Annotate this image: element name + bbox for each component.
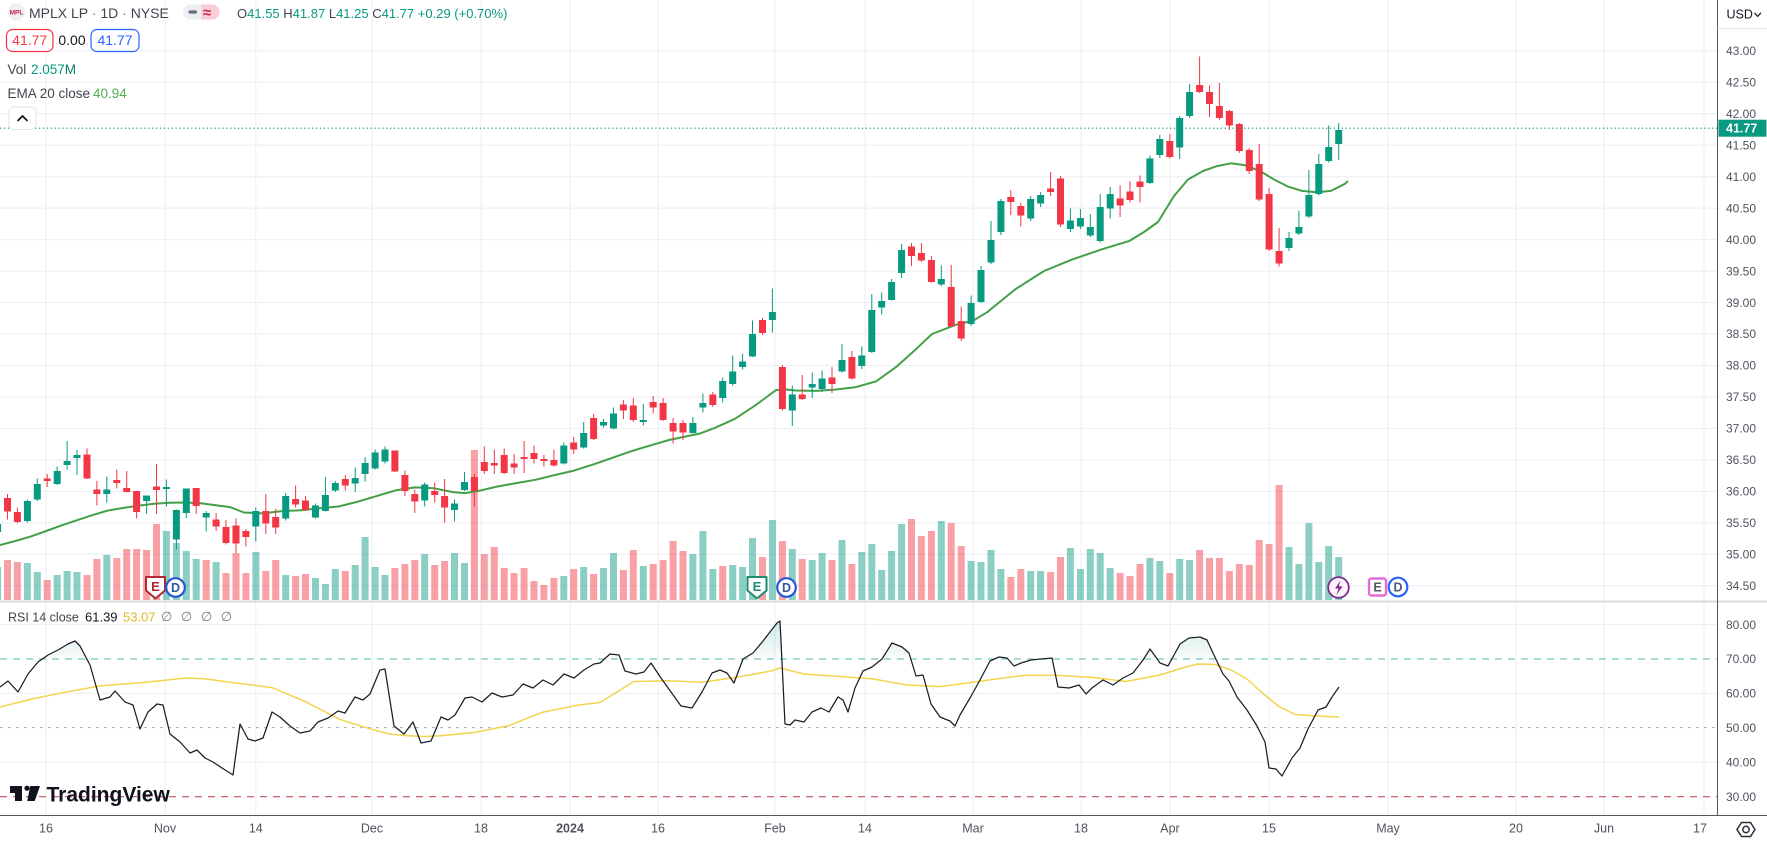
svg-text:70.00: 70.00 (1726, 652, 1756, 666)
svg-text:60.00: 60.00 (1726, 687, 1756, 701)
svg-text:38.50: 38.50 (1726, 327, 1756, 341)
svg-text:Apr: Apr (1160, 822, 1179, 836)
svg-text:Jun: Jun (1594, 822, 1614, 836)
svg-text:40.94: 40.94 (93, 86, 127, 101)
svg-text:61.39: 61.39 (85, 610, 118, 625)
svg-text:2.057M: 2.057M (31, 62, 76, 77)
svg-text:D: D (171, 581, 180, 595)
svg-text:41.00: 41.00 (1726, 170, 1756, 184)
svg-text:41.77: 41.77 (12, 32, 47, 48)
svg-text:41.50: 41.50 (1726, 138, 1756, 152)
svg-text:18: 18 (474, 822, 488, 836)
svg-text:0.00: 0.00 (58, 32, 85, 48)
svg-text:O41.55 H41.87 L41.25 C41.77 +0: O41.55 H41.87 L41.25 C41.77 +0.29 (+0.70… (237, 6, 507, 21)
svg-text:Dec: Dec (361, 822, 383, 836)
svg-text:41.77: 41.77 (97, 32, 132, 48)
svg-text:35.50: 35.50 (1726, 516, 1756, 530)
svg-text:E: E (1373, 581, 1381, 595)
svg-text:34.50: 34.50 (1726, 579, 1756, 593)
svg-text:36.50: 36.50 (1726, 453, 1756, 467)
svg-text:80.00: 80.00 (1726, 618, 1756, 632)
svg-text:May: May (1376, 822, 1400, 836)
svg-text:53.07: 53.07 (123, 610, 156, 625)
svg-text:D: D (1393, 581, 1402, 595)
svg-text:RSI 14 close: RSI 14 close (8, 611, 79, 625)
svg-text:MPL: MPL (10, 10, 24, 17)
svg-text:38.00: 38.00 (1726, 359, 1756, 373)
svg-text:37.00: 37.00 (1726, 422, 1756, 436)
svg-text:36.00: 36.00 (1726, 485, 1756, 499)
svg-text:50.00: 50.00 (1726, 721, 1756, 735)
svg-text:15: 15 (1262, 822, 1276, 836)
svg-text:USD: USD (1727, 8, 1753, 22)
svg-text:16: 16 (39, 822, 53, 836)
svg-text:37.50: 37.50 (1726, 390, 1756, 404)
svg-text:43.00: 43.00 (1726, 44, 1756, 58)
svg-text:E: E (151, 579, 160, 594)
svg-text:40.00: 40.00 (1726, 756, 1756, 770)
svg-text:MPLX LP · 1D · NYSE: MPLX LP · 1D · NYSE (29, 5, 169, 21)
svg-text:TradingView: TradingView (47, 784, 171, 807)
svg-text:EMA 20 close: EMA 20 close (8, 86, 91, 101)
svg-text:17: 17 (1693, 822, 1707, 836)
svg-text:2024: 2024 (556, 822, 584, 836)
svg-text:∅ ∅ ∅ ∅: ∅ ∅ ∅ ∅ (161, 609, 235, 624)
svg-text:16: 16 (651, 822, 665, 836)
svg-text:41.77: 41.77 (1726, 122, 1757, 136)
svg-text:Vol: Vol (8, 62, 27, 77)
svg-text:14: 14 (249, 822, 263, 836)
svg-text:35.00: 35.00 (1726, 548, 1756, 562)
svg-text:E: E (753, 579, 762, 594)
svg-text:≈: ≈ (203, 5, 211, 22)
svg-text:30.00: 30.00 (1726, 790, 1756, 804)
svg-text:14: 14 (858, 822, 872, 836)
svg-text:39.00: 39.00 (1726, 296, 1756, 310)
svg-text:18: 18 (1074, 822, 1088, 836)
svg-text:42.50: 42.50 (1726, 76, 1756, 90)
svg-text:Mar: Mar (962, 822, 984, 836)
svg-text:20: 20 (1509, 822, 1523, 836)
svg-text:Feb: Feb (764, 822, 786, 836)
svg-text:42.00: 42.00 (1726, 107, 1756, 121)
svg-text:39.50: 39.50 (1726, 264, 1756, 278)
svg-text:Nov: Nov (154, 822, 177, 836)
svg-text:40.50: 40.50 (1726, 201, 1756, 215)
svg-text:D: D (782, 581, 791, 595)
svg-text:40.00: 40.00 (1726, 233, 1756, 247)
